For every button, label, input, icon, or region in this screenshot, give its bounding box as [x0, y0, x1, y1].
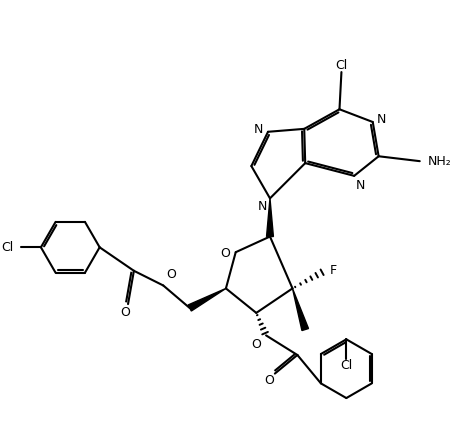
Polygon shape: [266, 198, 273, 237]
Text: O: O: [166, 267, 176, 281]
Text: Cl: Cl: [340, 359, 353, 372]
Text: Cl: Cl: [335, 59, 347, 72]
Polygon shape: [292, 289, 309, 331]
Text: O: O: [264, 374, 274, 387]
Text: O: O: [220, 247, 230, 260]
Text: Cl: Cl: [1, 241, 13, 254]
Polygon shape: [188, 289, 226, 311]
Text: N: N: [377, 113, 386, 126]
Text: F: F: [330, 264, 337, 277]
Text: N: N: [258, 200, 267, 213]
Text: NH₂: NH₂: [428, 155, 451, 168]
Text: N: N: [356, 179, 365, 192]
Text: N: N: [254, 123, 263, 136]
Text: O: O: [251, 338, 261, 351]
Text: O: O: [120, 307, 130, 319]
